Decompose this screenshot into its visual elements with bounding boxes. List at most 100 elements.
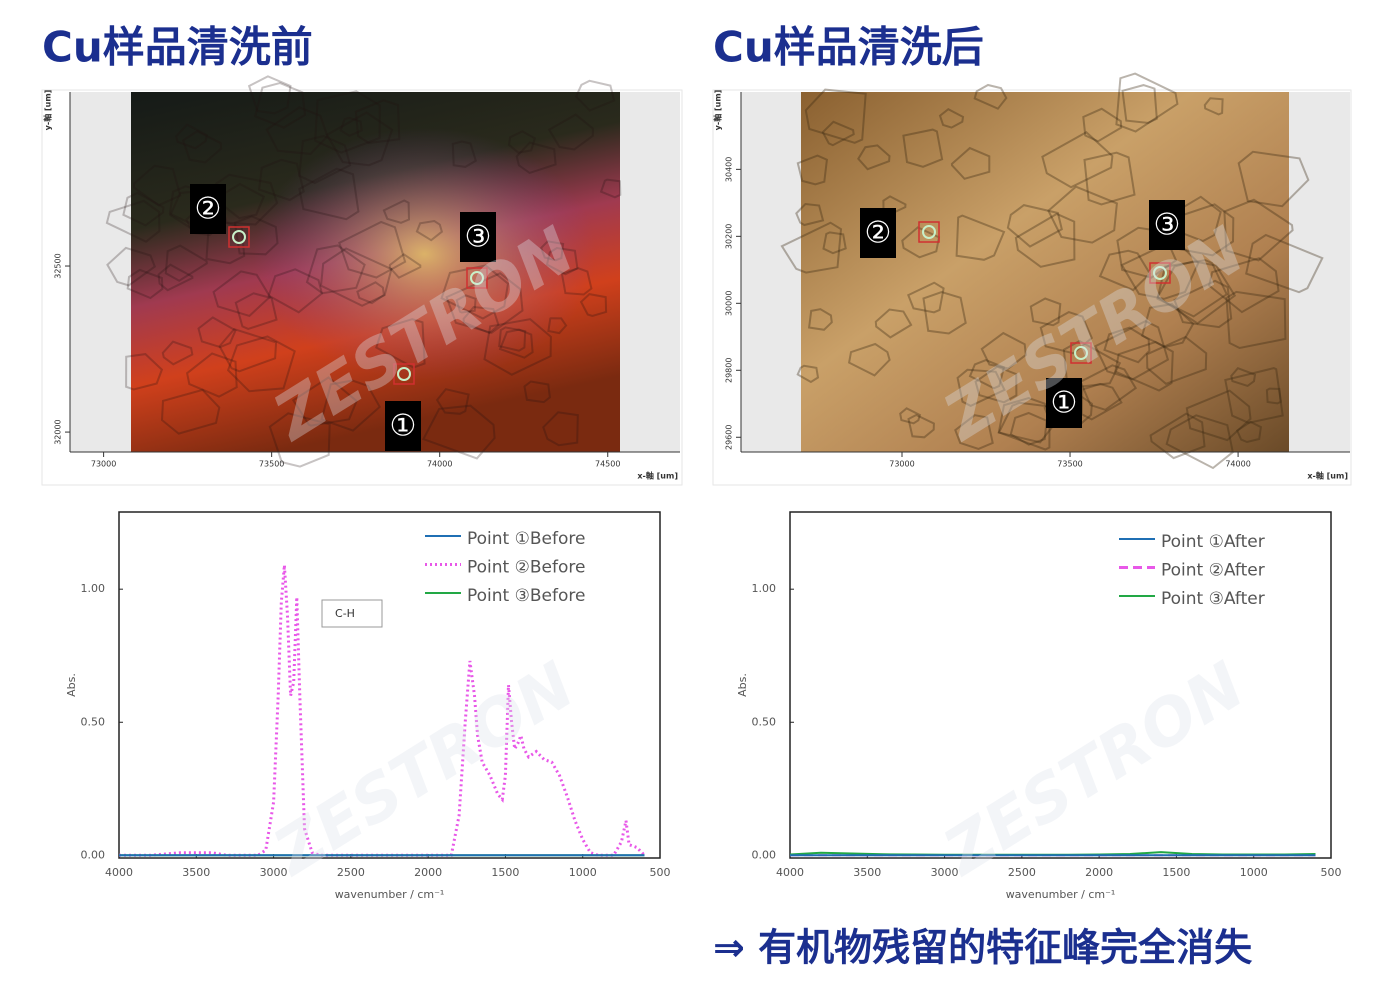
grain xyxy=(547,317,568,335)
grain xyxy=(515,141,557,175)
grain xyxy=(1225,290,1287,350)
grain xyxy=(1223,198,1294,262)
point-badge xyxy=(385,401,421,451)
x-tick-label: 1000 xyxy=(569,866,597,879)
grain xyxy=(1098,249,1152,292)
grain xyxy=(164,244,208,282)
grain xyxy=(291,376,358,427)
grain xyxy=(133,164,182,207)
grain xyxy=(1080,382,1123,421)
y-tick-label: 0.50 xyxy=(752,715,777,728)
grain xyxy=(267,268,324,314)
grain xyxy=(1083,151,1136,206)
point-label: ③ xyxy=(465,220,492,255)
grain xyxy=(356,281,385,305)
measure-spot xyxy=(1153,266,1167,280)
legend-label: Point ②After xyxy=(1161,561,1265,581)
x-tick-label: 3500 xyxy=(853,866,881,879)
grain xyxy=(874,308,913,339)
grain xyxy=(1149,412,1206,460)
point-label: ① xyxy=(390,409,417,444)
grain xyxy=(125,353,164,391)
point-label: ③ xyxy=(1154,208,1181,243)
grain xyxy=(305,244,366,295)
grain xyxy=(807,308,833,331)
grain xyxy=(126,268,164,300)
grain xyxy=(258,158,305,202)
grain xyxy=(902,128,944,168)
grain xyxy=(455,294,477,314)
grain xyxy=(973,83,1008,110)
measure-spot xyxy=(232,230,246,244)
grain xyxy=(382,199,411,224)
grain xyxy=(938,108,965,129)
grain xyxy=(1082,107,1123,143)
measure-box xyxy=(1149,262,1171,284)
grain xyxy=(542,411,579,447)
measure-box xyxy=(1070,342,1092,364)
legend-label: Point ③Before xyxy=(467,586,585,606)
grain xyxy=(1014,212,1076,268)
grain xyxy=(268,412,331,468)
grain xyxy=(804,88,867,144)
x-tick-label: 2000 xyxy=(1085,866,1113,879)
grain xyxy=(1207,257,1280,314)
image-y-tick-label: 32500 xyxy=(54,253,63,278)
grain xyxy=(950,146,991,180)
panel-title: Cu样品清洗前 xyxy=(42,23,313,72)
x-axis-label: wavenumber / cm⁻¹ xyxy=(335,888,445,901)
x-tick-label: 3000 xyxy=(260,866,288,879)
grain xyxy=(857,144,891,171)
grain xyxy=(1145,335,1208,385)
image-y-tick-label: 30200 xyxy=(725,224,734,249)
y-tick-label: 0.50 xyxy=(81,715,106,728)
y-axis-label: Abs. xyxy=(65,673,78,697)
grain xyxy=(599,178,622,199)
grain xyxy=(338,220,407,279)
grain xyxy=(1203,97,1224,116)
grain xyxy=(1120,238,1200,300)
grain xyxy=(106,246,157,287)
grain xyxy=(795,202,825,227)
x-tick-label: 2500 xyxy=(1008,866,1036,879)
grain xyxy=(974,365,1018,404)
grain xyxy=(907,281,945,314)
grain xyxy=(421,404,496,460)
grain xyxy=(1041,130,1114,189)
grain xyxy=(1006,204,1063,248)
grain xyxy=(181,130,223,164)
grain xyxy=(254,81,307,129)
grain xyxy=(498,328,534,359)
image-x-label: x-軸 [um] xyxy=(1307,471,1348,481)
image-y-label: y-軸 [um] xyxy=(43,90,53,131)
grain xyxy=(215,173,279,226)
grain xyxy=(325,111,394,167)
image-x-tick-label: 74500 xyxy=(595,460,620,469)
grain xyxy=(574,79,616,112)
x-tick-label: 3000 xyxy=(931,866,959,879)
measure-spot xyxy=(1074,346,1088,360)
grain xyxy=(822,231,847,255)
grain xyxy=(160,388,221,435)
grain xyxy=(796,154,828,186)
grain xyxy=(122,191,165,227)
grain xyxy=(780,221,843,274)
grain xyxy=(1094,319,1170,381)
grain xyxy=(157,263,194,292)
grain xyxy=(298,134,352,185)
grain xyxy=(1185,389,1252,442)
grain xyxy=(197,316,237,349)
image-y-tick-label: 32000 xyxy=(54,419,63,444)
x-tick-label: 2500 xyxy=(337,866,365,879)
grain xyxy=(314,90,381,154)
grain xyxy=(956,368,1006,408)
grain xyxy=(1114,340,1174,392)
grain xyxy=(233,215,279,256)
y-tick-label: 0.00 xyxy=(752,848,777,861)
image-x-label: x-軸 [um] xyxy=(637,471,678,481)
micrograph xyxy=(801,92,1289,452)
point-label: ① xyxy=(1051,386,1078,421)
x-tick-label: 500 xyxy=(1321,866,1342,879)
image-x-tick-label: 73500 xyxy=(1057,460,1082,469)
